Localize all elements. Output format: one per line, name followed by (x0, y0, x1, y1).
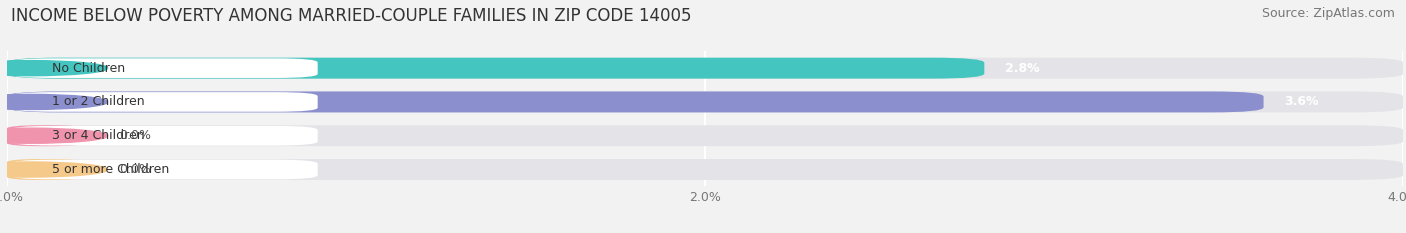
Text: 5 or more Children: 5 or more Children (52, 163, 170, 176)
Text: 3.6%: 3.6% (1285, 96, 1319, 108)
FancyBboxPatch shape (7, 92, 1264, 112)
FancyBboxPatch shape (7, 125, 1403, 146)
Text: 1 or 2 Children: 1 or 2 Children (52, 96, 145, 108)
Circle shape (0, 162, 108, 177)
FancyBboxPatch shape (10, 160, 318, 179)
Circle shape (0, 128, 108, 143)
Circle shape (0, 61, 108, 76)
Text: 0.0%: 0.0% (118, 163, 150, 176)
Text: 2.8%: 2.8% (1005, 62, 1040, 75)
Circle shape (0, 94, 108, 110)
FancyBboxPatch shape (10, 92, 318, 112)
Text: Source: ZipAtlas.com: Source: ZipAtlas.com (1261, 7, 1395, 20)
FancyBboxPatch shape (7, 58, 1403, 79)
Text: 3 or 4 Children: 3 or 4 Children (52, 129, 145, 142)
FancyBboxPatch shape (7, 92, 1403, 112)
Text: 0.0%: 0.0% (118, 129, 150, 142)
Text: INCOME BELOW POVERTY AMONG MARRIED-COUPLE FAMILIES IN ZIP CODE 14005: INCOME BELOW POVERTY AMONG MARRIED-COUPL… (11, 7, 692, 25)
FancyBboxPatch shape (7, 159, 84, 180)
FancyBboxPatch shape (7, 159, 1403, 180)
FancyBboxPatch shape (10, 126, 318, 146)
FancyBboxPatch shape (7, 58, 984, 79)
Text: No Children: No Children (52, 62, 125, 75)
FancyBboxPatch shape (10, 58, 318, 78)
FancyBboxPatch shape (7, 125, 84, 146)
